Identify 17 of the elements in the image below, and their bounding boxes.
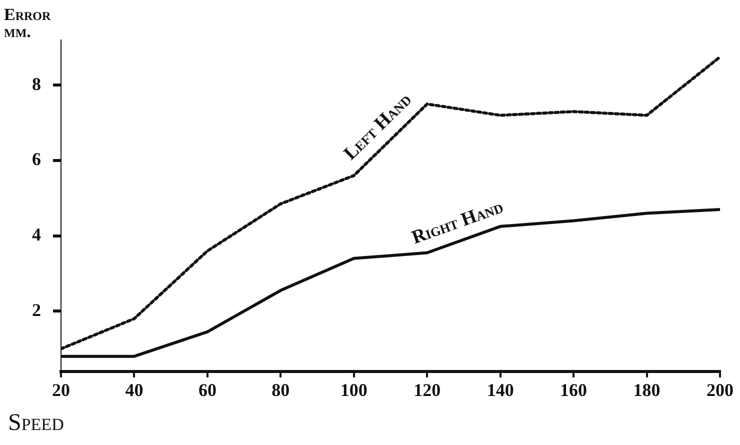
y-tick-label: 4 bbox=[32, 224, 41, 244]
y-tick-label: 8 bbox=[32, 74, 41, 94]
x-tick-label: 180 bbox=[633, 380, 660, 400]
x-tick-label: 200 bbox=[706, 380, 734, 400]
x-tick-label: 60 bbox=[198, 380, 216, 400]
x-tick-label: 20 bbox=[52, 380, 70, 400]
x-tick-label: 120 bbox=[414, 380, 441, 400]
y-tick-label: 6 bbox=[32, 149, 41, 170]
x-tick-label: 80 bbox=[272, 380, 290, 400]
x-axis-title: Speed bbox=[8, 410, 64, 437]
x-tick-label: 100 bbox=[340, 380, 368, 400]
x-tick-label: 160 bbox=[560, 380, 588, 400]
x-tick-label: 140 bbox=[486, 380, 514, 400]
y-tick-label: 2 bbox=[32, 300, 41, 320]
x-tick-label: 40 bbox=[125, 380, 144, 400]
text: Right Hand bbox=[409, 196, 506, 249]
y-axis-title: Error mm. bbox=[4, 5, 52, 41]
